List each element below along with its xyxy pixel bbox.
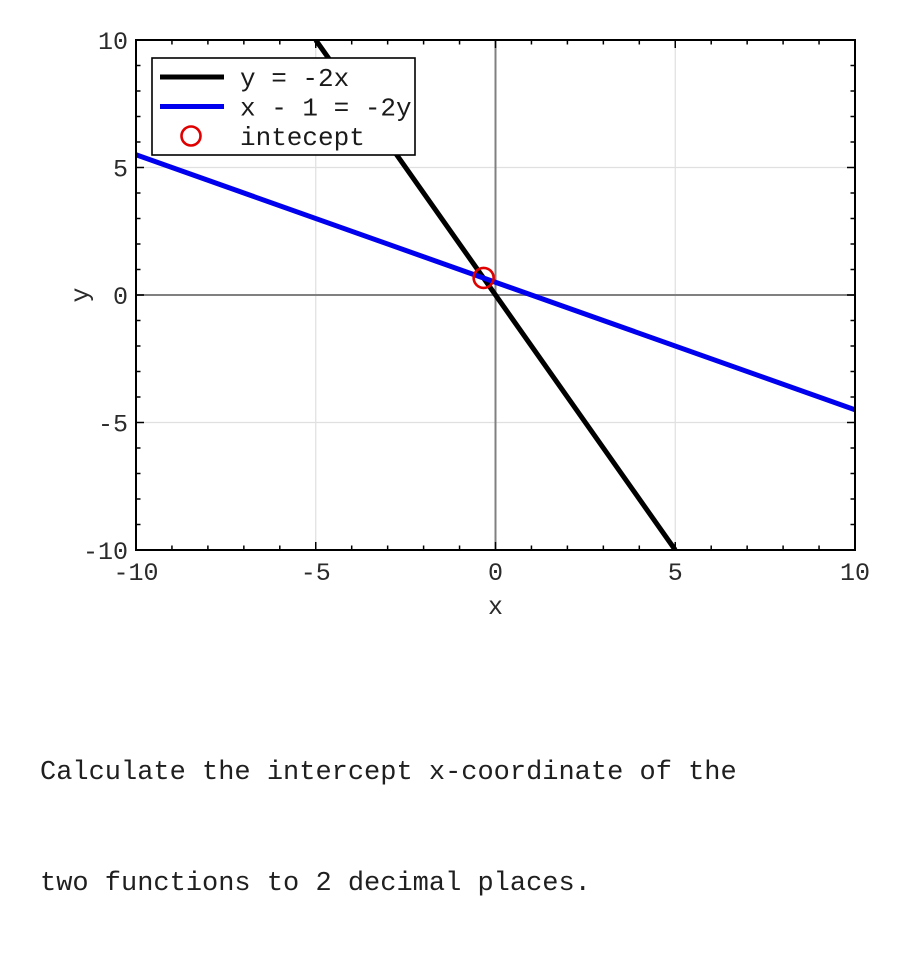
y-tick-label-5: 5	[113, 156, 128, 185]
page: -10 -5 0 5 10 -10 -5 0 5 10 x y y = -2x x - 1 = -2y in…	[40, 28, 871, 899]
x-tick-label--5: -5	[301, 559, 331, 588]
series-line-1	[136, 152, 855, 413]
y-tick-label-0: 0	[113, 283, 128, 312]
y-axis-label: y	[67, 287, 96, 302]
legend-label-2: intecept	[240, 123, 365, 153]
question-line-2: two functions to 2 decimal places.	[40, 869, 591, 899]
y-tick-label-10: 10	[98, 28, 128, 57]
legend-label-1: x - 1 = -2y	[240, 94, 412, 124]
question-text: Calculate the intercept x-coordinate of …	[40, 681, 737, 977]
question-line-1: Calculate the intercept x-coordinate of …	[40, 758, 737, 788]
x-tick-label--10: -10	[113, 559, 158, 588]
x-tick-label-5: 5	[668, 559, 683, 588]
y-tick-label--5: -5	[98, 411, 128, 440]
chart-canvas: -10 -5 0 5 10 -10 -5 0 5 10 x y y = -2xx - 1 = -2yin…	[67, 28, 870, 622]
x-tick-label-10: 10	[840, 559, 870, 588]
x-tick-label-0: 0	[488, 559, 503, 588]
y-tick-label--10: -10	[83, 538, 128, 567]
legend-swatch-circle-2	[180, 125, 202, 147]
intercept-marker	[472, 266, 495, 290]
legend-label-0: y = -2x	[240, 64, 349, 94]
x-axis-label: x	[488, 593, 503, 622]
